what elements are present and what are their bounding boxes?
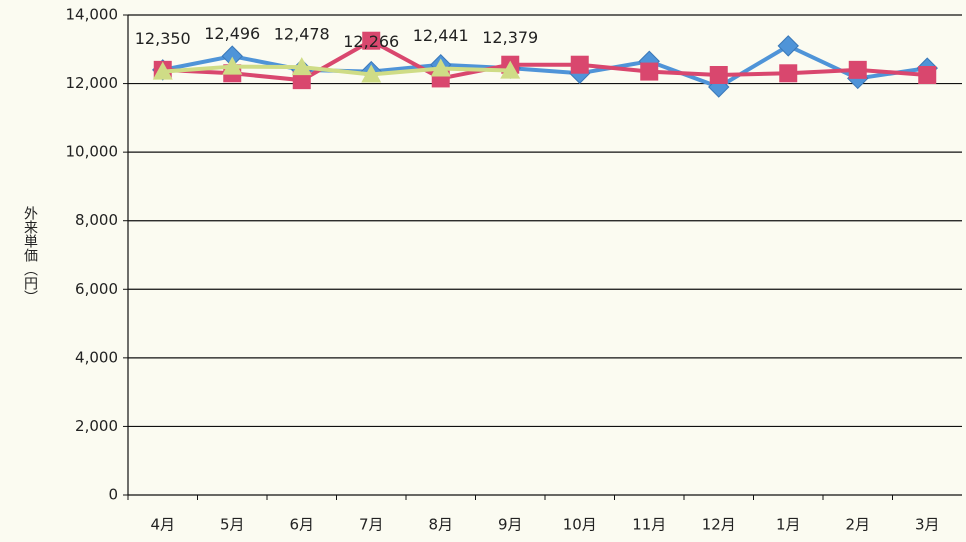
marker: [291, 57, 312, 76]
x-tick-label: 8月: [428, 516, 453, 534]
marker: [152, 61, 173, 80]
y-tick-label: 12,000: [66, 74, 119, 92]
y-tick-label: 4,000: [75, 348, 118, 366]
data-label: 12,350: [135, 29, 191, 48]
marker: [779, 64, 798, 83]
marker: [640, 62, 659, 81]
marker: [430, 58, 451, 77]
x-tick-label: 11月: [632, 516, 666, 534]
y-tick-label: 6,000: [75, 280, 118, 298]
x-tick-label: 10月: [563, 516, 597, 534]
x-tick-label: 3月: [915, 516, 940, 534]
data-label: 12,478: [274, 25, 330, 44]
series-line: [162, 38, 928, 83]
marker: [918, 66, 937, 84]
marker: [500, 60, 521, 79]
y-tick-label: 2,000: [75, 417, 118, 435]
data-label: 12,266: [343, 32, 399, 51]
x-tick-label: 2月: [845, 516, 870, 534]
x-tick-label: 4月: [150, 516, 175, 534]
x-tick-label: 6月: [289, 516, 314, 534]
marker: [570, 55, 589, 74]
series-line: [162, 64, 511, 77]
marker: [709, 66, 728, 84]
y-tick-label: 0: [108, 486, 118, 504]
data-label: 12,441: [413, 26, 469, 45]
y-tick-label: 8,000: [75, 211, 118, 229]
y-tick-label: 10,000: [66, 143, 119, 161]
x-tick-label: 12月: [702, 516, 736, 534]
marker: [222, 56, 243, 75]
marker: [848, 60, 867, 79]
x-tick-label: 1月: [776, 516, 801, 534]
marker: [362, 31, 381, 50]
x-tick-label: 9月: [498, 516, 523, 534]
marker: [292, 71, 311, 90]
marker: [777, 35, 799, 57]
x-tick-label: 5月: [220, 516, 245, 534]
y-tick-label: 14,000: [66, 6, 119, 24]
x-tick-label: 7月: [359, 516, 384, 534]
marker: [361, 64, 382, 83]
data-label: 12,496: [204, 24, 260, 43]
data-label: 12,379: [482, 28, 538, 47]
y-axis-label: 外来単価（円）: [22, 206, 38, 304]
